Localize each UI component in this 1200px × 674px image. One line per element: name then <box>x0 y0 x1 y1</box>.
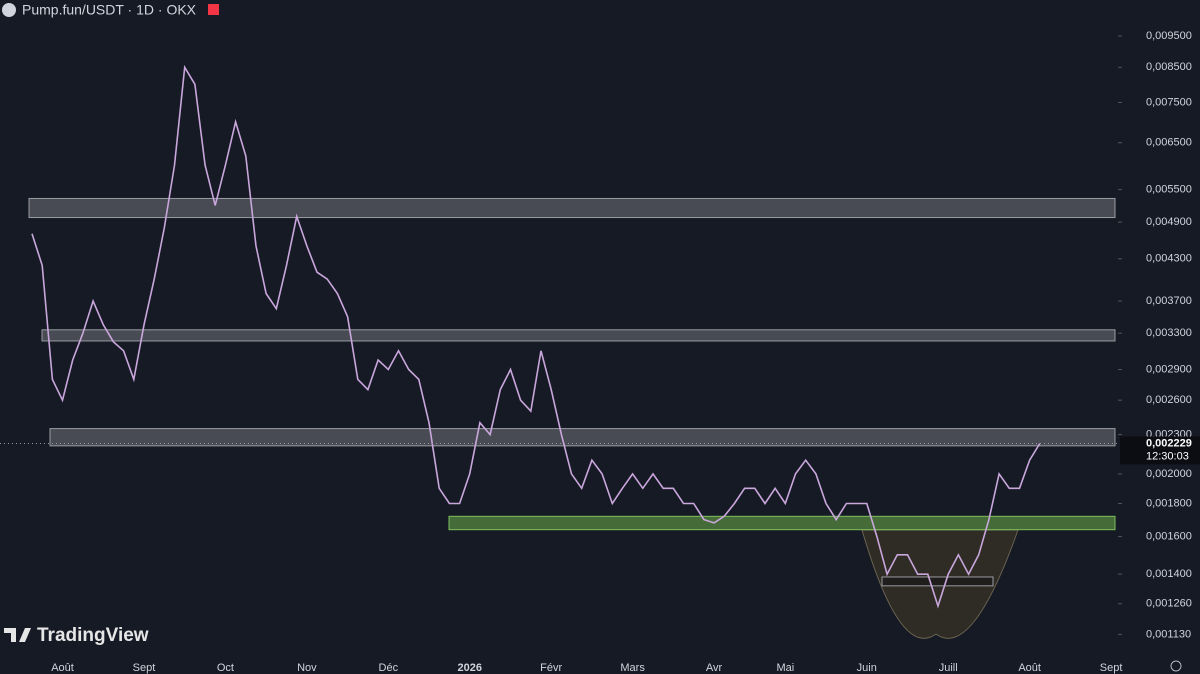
y-tick-label: 0,003300 <box>1146 327 1192 339</box>
y-tick-label: 0,001130 <box>1146 628 1191 640</box>
x-tick-label: Févr <box>540 662 562 674</box>
y-tick-label: 0,003700 <box>1146 295 1192 307</box>
x-tick-label: Août <box>51 662 74 674</box>
y-tick-label: 0,002600 <box>1146 394 1192 406</box>
x-tick-label: Mai <box>776 662 794 674</box>
y-tick-label: 0,001800 <box>1146 497 1192 509</box>
last-price-box <box>1120 436 1200 465</box>
tradingview-logo: TradingView <box>4 625 149 646</box>
x-tick-label: Nov <box>297 662 317 674</box>
y-tick-label: 0,004900 <box>1146 216 1192 228</box>
y-tick-label: 0,001260 <box>1146 598 1192 610</box>
x-tick-label: Avr <box>706 662 723 674</box>
x-tick-label: Juin <box>857 662 877 674</box>
x-tick-label: Mars <box>620 662 645 674</box>
y-tick-label: 0,009500 <box>1146 30 1192 42</box>
y-tick-label: 0,001600 <box>1146 531 1192 543</box>
watermark: TradingView <box>37 625 149 646</box>
flag-icon[interactable] <box>208 4 219 15</box>
settings-icon[interactable] <box>1170 660 1182 672</box>
x-tick-label: Oct <box>217 662 234 674</box>
zone <box>41 329 1116 342</box>
symbol-icon[interactable] <box>2 3 16 17</box>
x-tick-label: Sept <box>1100 662 1123 674</box>
y-tick-label: 0,001400 <box>1146 568 1192 580</box>
y-tick-label: 0,004300 <box>1146 253 1192 265</box>
last-price-label: 0,002229 <box>1146 437 1192 449</box>
y-tick-label: 0,002000 <box>1146 468 1192 480</box>
x-tick-label: Sept <box>133 662 156 674</box>
y-tick-label: 0,002900 <box>1146 363 1192 375</box>
x-tick-label: Juill <box>939 662 958 674</box>
countdown: 12:30:03 <box>1146 450 1189 462</box>
x-tick-label: Août <box>1018 662 1041 674</box>
zone <box>448 515 1116 531</box>
price-line <box>31 64 1041 609</box>
x-tick-label: 2026 <box>457 662 481 674</box>
zone <box>28 197 1116 219</box>
y-tick-label: 0,007500 <box>1146 96 1192 108</box>
logo-mark <box>4 628 31 642</box>
zone <box>49 428 1116 447</box>
y-tick-label: 0,008500 <box>1146 61 1192 73</box>
chart-title: Pump.fun/USDT · 1D · OKX <box>22 2 197 18</box>
y-tick-label: 0,006500 <box>1146 137 1192 149</box>
x-tick-label: Déc <box>379 662 399 674</box>
y-tick-label: 0,005500 <box>1146 184 1192 196</box>
zone <box>881 576 994 587</box>
